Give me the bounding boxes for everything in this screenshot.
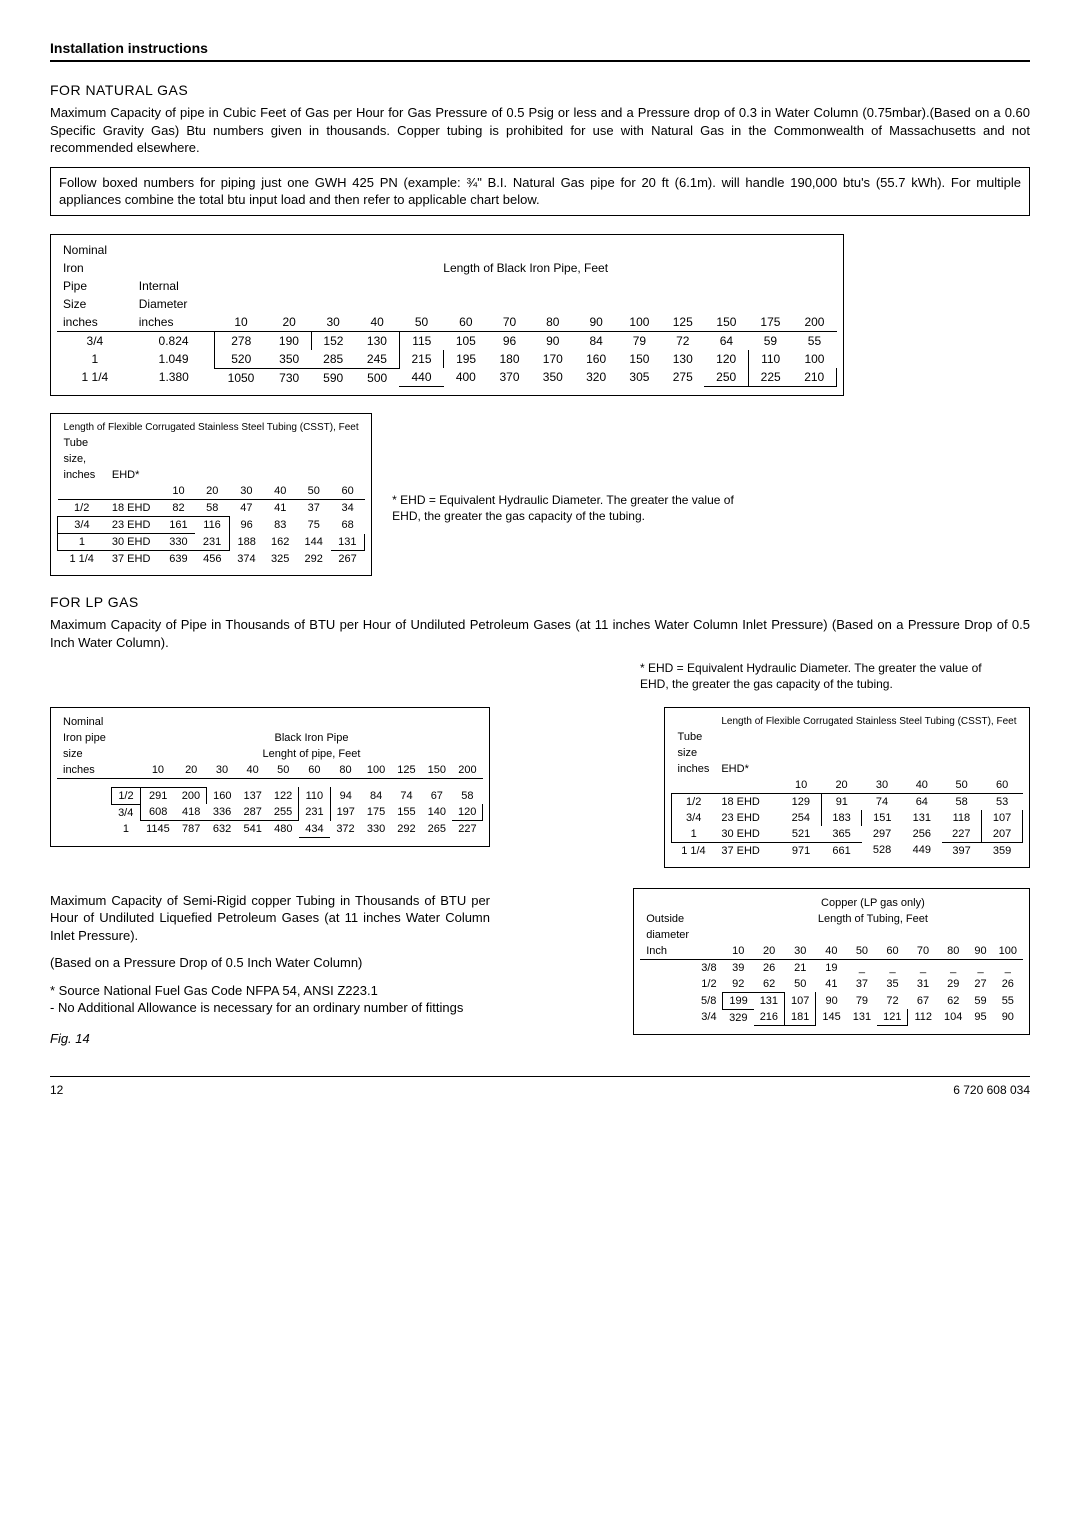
natgas-iron-pipe-table: Nominal Iron Length of Black Iron Pipe, … — [50, 234, 844, 397]
natgas-title: FOR NATURAL GAS — [50, 82, 1030, 98]
lpgas-csst-table: Length of Flexible Corrugated Stainless … — [664, 707, 1030, 868]
natgas-csst-table: Length of Flexible Corrugated Stainless … — [50, 413, 372, 576]
page-footer: 12 6 720 608 034 — [50, 1076, 1030, 1097]
figure-label: Fig. 14 — [50, 1031, 490, 1046]
page-header: Installation instructions — [50, 40, 1030, 62]
lpgas-title: FOR LP GAS — [50, 594, 1030, 610]
copper-tubing-table: Copper (LP gas only) OutsideLength of Tu… — [633, 888, 1030, 1036]
page-number: 12 — [50, 1083, 63, 1097]
natgas-para: Maximum Capacity of pipe in Cubic Feet o… — [50, 104, 1030, 157]
lpgas-para: Maximum Capacity of Pipe in Thousands of… — [50, 616, 1030, 651]
lpgas-iron-pipe-table: Nominal Iron pipeBlack Iron Pipe sizeLen… — [50, 707, 490, 847]
boxed-note: Follow boxed numbers for piping just one… — [50, 167, 1030, 216]
copper-tubing-notes: Maximum Capacity of Semi-Rigid copper Tu… — [50, 888, 490, 1046]
doc-number: 6 720 608 034 — [953, 1083, 1030, 1097]
ehd-note-2: * EHD = Equivalent Hydraulic Diameter. T… — [640, 661, 1000, 692]
ehd-note-1: * EHD = Equivalent Hydraulic Diameter. T… — [392, 493, 752, 524]
